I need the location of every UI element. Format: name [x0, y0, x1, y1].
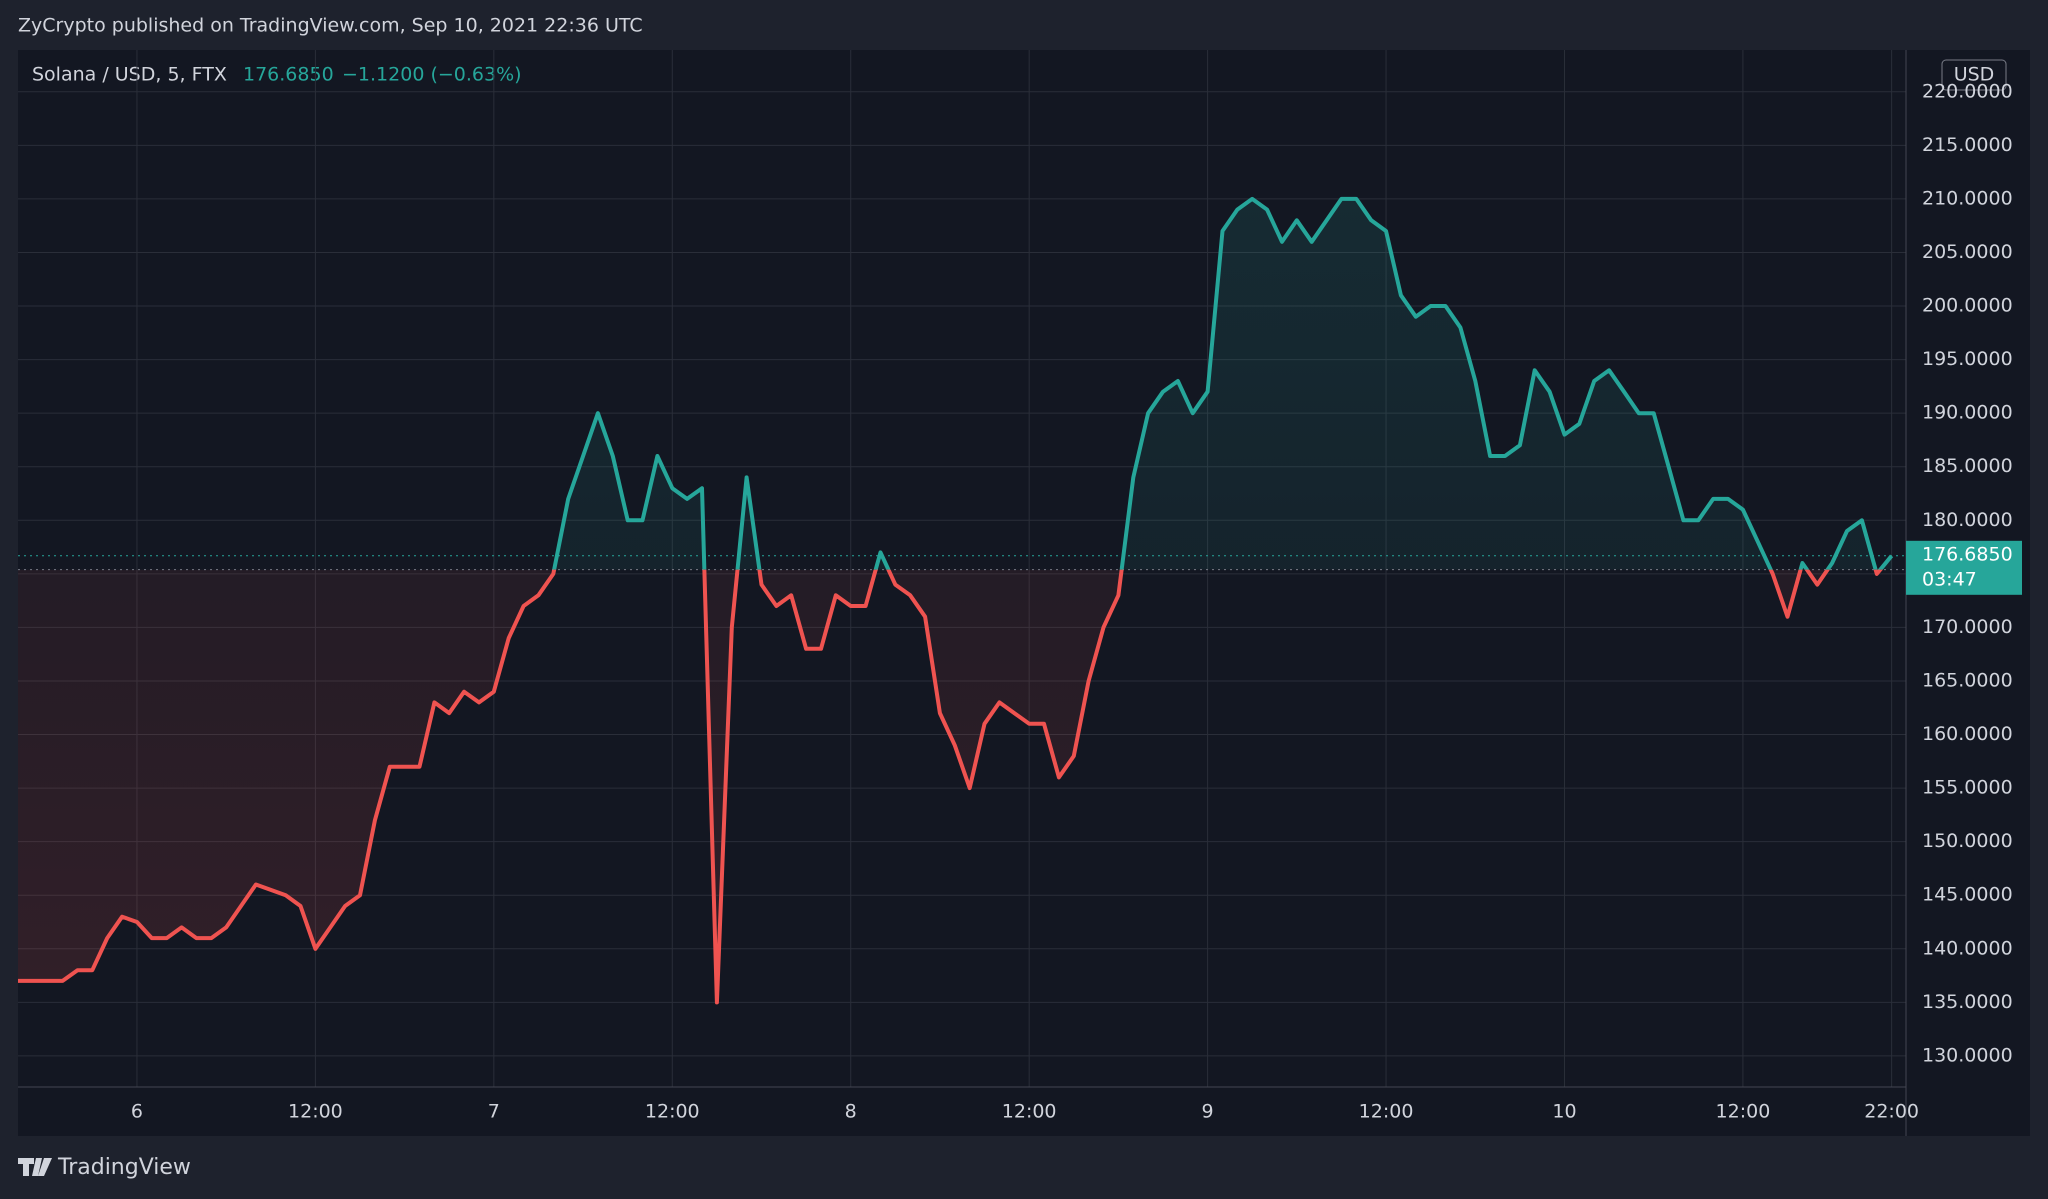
y-tick-label: 165.0000	[1922, 669, 2013, 691]
x-tick-label: 12:00	[288, 1101, 343, 1123]
x-tick-label: 22:00	[1864, 1101, 1919, 1123]
y-tick-label: 130.0000	[1922, 1044, 2013, 1066]
footer-brand: TradingView	[57, 1155, 191, 1180]
y-tick-label: 180.0000	[1922, 509, 2013, 531]
last-price-axis-label: 176.6850	[1922, 543, 2013, 565]
y-tick-label: 150.0000	[1922, 830, 2013, 852]
currency-label: USD	[1954, 64, 1995, 86]
publisher-header: ZyCrypto published on TradingView.com, S…	[18, 15, 643, 37]
y-tick-label: 220.0000	[1922, 80, 2013, 102]
price-line-up	[552, 196, 1894, 570]
change-legend: −1.1200 (−0.63%)	[342, 64, 522, 86]
countdown-label: 03:47	[1922, 568, 1977, 590]
y-tick-label: 205.0000	[1922, 241, 2013, 263]
x-tick-label: 12:00	[1716, 1101, 1771, 1123]
x-tick-label: 10	[1552, 1101, 1576, 1123]
x-tick-label: 9	[1202, 1101, 1214, 1123]
logo-icon	[18, 1158, 52, 1176]
y-tick-label: 155.0000	[1922, 777, 2013, 799]
x-tick-label: 8	[845, 1101, 857, 1123]
y-tick-label: 135.0000	[1922, 991, 2013, 1013]
last-price-badge	[1906, 540, 2022, 595]
x-tick-label: 6	[131, 1101, 143, 1123]
symbol-label: Solana / USD, 5, FTX	[32, 64, 227, 86]
area-down	[18, 569, 1881, 1003]
last-price-legend: 176.6850	[243, 64, 334, 86]
y-tick-label: 160.0000	[1922, 723, 2013, 745]
y-tick-label: 145.0000	[1922, 884, 2013, 906]
footer-logo	[18, 1158, 52, 1176]
currency-badge	[1941, 59, 2007, 91]
x-tick-label: 12:00	[645, 1101, 700, 1123]
y-tick-label: 170.0000	[1922, 616, 2013, 638]
x-tick-label: 12:00	[1002, 1101, 1057, 1123]
y-tick-label: 215.0000	[1922, 134, 2013, 156]
area-up	[18, 198, 1892, 570]
x-tick-label: 7	[488, 1101, 500, 1123]
y-tick-label: 195.0000	[1922, 348, 2013, 370]
y-tick-label: 140.0000	[1922, 937, 2013, 959]
y-tick-label: 210.0000	[1922, 187, 2013, 209]
x-tick-label: 12:00	[1359, 1101, 1414, 1123]
y-tick-label: 185.0000	[1922, 455, 2013, 477]
price-line-down	[18, 569, 1883, 1005]
y-tick-label: 200.0000	[1922, 295, 2013, 317]
y-tick-label: 190.0000	[1922, 402, 2013, 424]
